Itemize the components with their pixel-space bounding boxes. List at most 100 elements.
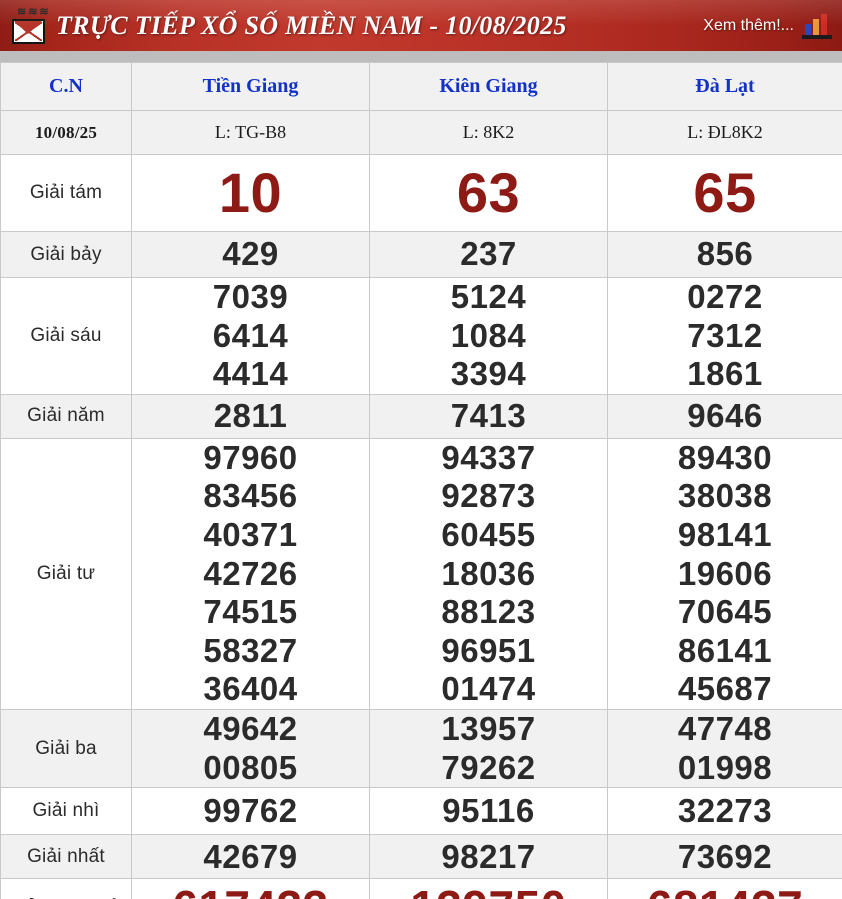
prize-number: 83456 bbox=[203, 477, 298, 515]
prize-value-da-lat: 0272 7312 1861 bbox=[607, 277, 842, 395]
prize-value-tien-giang: 2811 bbox=[131, 393, 370, 439]
prize-number: 429 bbox=[222, 235, 279, 273]
prize-value-tien-giang: 617433 bbox=[131, 878, 370, 899]
prize-value-kien-giang: 13957 79262 bbox=[369, 709, 608, 789]
chart-bar-red bbox=[821, 13, 827, 35]
prize-value-da-lat: 47748 01998 bbox=[607, 709, 842, 789]
prize-number: 98217 bbox=[441, 837, 536, 875]
prize-label: Giải nhì bbox=[0, 787, 132, 836]
prize-label: Giải bảy bbox=[0, 231, 132, 278]
prize-value-kien-giang: 139750 bbox=[369, 878, 608, 899]
prize-number: 60455 bbox=[441, 516, 536, 554]
prize-number: 38038 bbox=[677, 477, 773, 515]
prize-value-tien-giang: 99762 bbox=[131, 787, 370, 836]
chart-bar-orange bbox=[813, 18, 819, 35]
prize-number: 01998 bbox=[677, 748, 773, 786]
table-row-giai-tu: Giải tư 97960 83456 40371 42726 74515 58327 36… bbox=[0, 437, 842, 711]
prize-number: 45687 bbox=[677, 670, 773, 708]
prize-number: 86141 bbox=[677, 631, 773, 669]
table-row-giai-nhat: Giải nhất 42679 98217 73692 bbox=[0, 834, 842, 880]
chart-baseline bbox=[802, 34, 832, 39]
table-row-giai-nam: Giải năm 2811 7413 9646 bbox=[0, 393, 842, 439]
prize-number: 237 bbox=[460, 235, 517, 273]
prize-value-tien-giang: 7039 6414 4414 bbox=[131, 277, 370, 395]
prize-value-da-lat: 73692 bbox=[607, 834, 842, 880]
prize-number: 32273 bbox=[677, 792, 773, 829]
prize-number: 10 bbox=[218, 161, 283, 224]
prize-number: 617433 bbox=[132, 881, 369, 899]
prize-number: 42679 bbox=[203, 837, 298, 875]
prize-number: 1861 bbox=[687, 355, 763, 393]
table-subheader-row: 10/08/25 L: TG-B8 L: 8K2 L: ĐL8K2 bbox=[0, 110, 842, 155]
steam-lines-icon: ≋≋≋ bbox=[17, 5, 51, 18]
prize-number: 5124 bbox=[450, 278, 527, 315]
prize-value-kien-giang: 94337 92873 60455 18036 88123 96951 01474 bbox=[369, 437, 608, 711]
prize-number: 1084 bbox=[450, 316, 527, 354]
prize-number: 42726 bbox=[203, 554, 298, 592]
prize-value-tien-giang: 97960 83456 40371 42726 74515 58327 36404 bbox=[131, 437, 370, 711]
prize-number: 99762 bbox=[203, 792, 298, 829]
banner-right-group: Xem thêm!... bbox=[703, 13, 842, 39]
prize-value-kien-giang: 7413 bbox=[369, 393, 608, 439]
prize-number: 2811 bbox=[213, 397, 288, 435]
prize-number: 95116 bbox=[442, 792, 535, 829]
subheader-ticket-tien-giang: L: TG-B8 bbox=[131, 110, 370, 155]
column-header-kien-giang: Kiên Giang bbox=[369, 62, 608, 111]
prize-value-kien-giang: 63 bbox=[369, 154, 608, 232]
chart-bar-blue bbox=[805, 23, 811, 35]
table-row-giai-sau: Giải sáu 7039 6414 4414 5124 1084 3394 0272 7… bbox=[0, 277, 842, 395]
prize-number: 856 bbox=[696, 235, 754, 273]
prize-number: 70645 bbox=[677, 593, 773, 631]
prize-number: 01474 bbox=[441, 670, 536, 708]
prize-number: 63 bbox=[456, 161, 521, 224]
column-header-da-lat: Đà Lạt bbox=[607, 62, 842, 111]
prize-number: 65 bbox=[693, 161, 757, 224]
prize-number: 58327 bbox=[203, 631, 298, 669]
prize-value-tien-giang: 49642 00805 bbox=[131, 709, 370, 789]
table-header-row: C.N Tiền Giang Kiên Giang Đà Lạt bbox=[0, 62, 842, 111]
prize-number: 92873 bbox=[441, 477, 536, 515]
prize-number: 00805 bbox=[203, 748, 298, 786]
prize-number: 74515 bbox=[203, 593, 298, 631]
page-title: TRỰC TIẾP XỔ SỐ MIỀN NAM - 10/08/2025 bbox=[56, 10, 567, 40]
prize-label: Giải nhất bbox=[0, 834, 132, 880]
prize-value-kien-giang: 95116 bbox=[369, 787, 608, 836]
prize-number: 98141 bbox=[677, 516, 773, 554]
prize-value-da-lat: 32273 bbox=[607, 787, 842, 836]
mail-envelope-icon: ≋≋≋ bbox=[10, 5, 51, 46]
prize-label: Giải tám bbox=[0, 154, 132, 232]
prize-value-da-lat: 856 bbox=[607, 231, 842, 278]
prize-number: 4414 bbox=[212, 355, 289, 393]
prize-label: Giải sáu bbox=[0, 277, 132, 395]
prize-number: 9646 bbox=[687, 397, 763, 435]
table-row-giai-ba: Giải ba 49642 00805 13957 79262 47748 01998 bbox=[0, 709, 842, 789]
prize-value-da-lat: 9646 bbox=[607, 393, 842, 439]
prize-value-da-lat: 89430 38038 98141 19606 70645 86141 45687 bbox=[607, 437, 842, 711]
prize-number: 681437 bbox=[608, 881, 842, 899]
prize-value-kien-giang: 237 bbox=[369, 231, 608, 278]
prize-value-tien-giang: 10 bbox=[131, 154, 370, 232]
prize-value-tien-giang: 429 bbox=[131, 231, 370, 278]
prize-number: 89430 bbox=[677, 438, 773, 476]
see-more-link[interactable]: Xem thêm!... bbox=[703, 16, 794, 34]
subheader-date: 10/08/25 bbox=[0, 110, 132, 155]
prize-value-kien-giang: 5124 1084 3394 bbox=[369, 277, 608, 395]
prize-number: 19606 bbox=[677, 554, 773, 592]
lottery-results-table: C.N Tiền Giang Kiên Giang Đà Lạt 10/08/2… bbox=[0, 62, 842, 899]
prize-number: 6414 bbox=[212, 316, 289, 354]
banner-divider bbox=[0, 51, 842, 62]
prize-number: 49642 bbox=[203, 710, 298, 748]
subheader-ticket-da-lat: L: ĐL8K2 bbox=[607, 110, 842, 155]
bar-chart-icon[interactable] bbox=[802, 13, 832, 39]
prize-label: Giải ba bbox=[0, 709, 132, 789]
table-row-giai-bay: Giải bảy 429 237 856 bbox=[0, 231, 842, 278]
prize-number: 7039 bbox=[212, 278, 289, 315]
prize-number: 3394 bbox=[450, 355, 527, 393]
table-row-giai-nhi: Giải nhì 99762 95116 32273 bbox=[0, 787, 842, 836]
prize-number: 97960 bbox=[203, 438, 298, 476]
prize-label: Giải Đặc Biệt bbox=[0, 878, 132, 899]
column-header-day: C.N bbox=[0, 62, 132, 111]
prize-value-tien-giang: 42679 bbox=[131, 834, 370, 880]
table-row-giai-dac-biet: Giải Đặc Biệt 617433 139750 681437 bbox=[0, 878, 842, 899]
